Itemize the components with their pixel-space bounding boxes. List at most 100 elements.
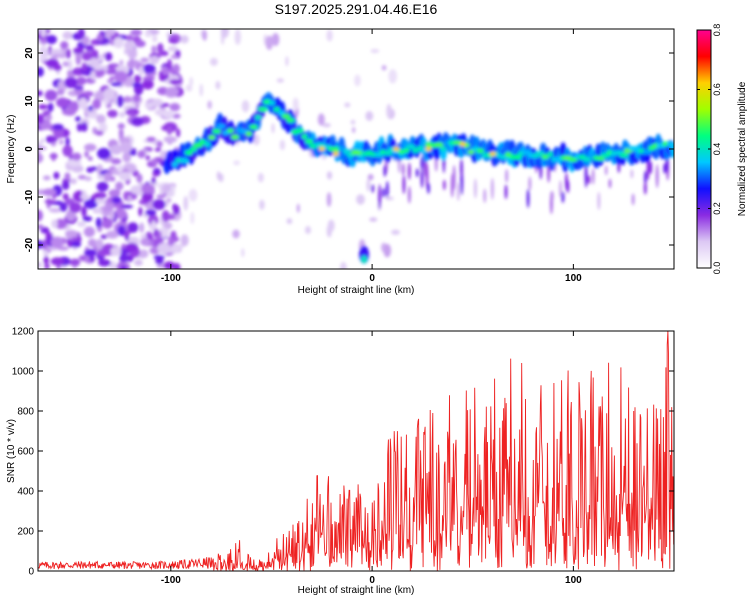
noise-blob	[169, 184, 176, 194]
snr-xtick-label: -100	[161, 575, 181, 586]
ridge-core	[642, 149, 652, 155]
noise-blob	[271, 123, 275, 134]
noise-blob	[326, 171, 333, 180]
ridge-core	[568, 157, 578, 163]
noise-blob	[97, 174, 105, 180]
noise-blob	[66, 48, 71, 59]
ridge-core	[216, 123, 226, 129]
snr-panel: -100 0 100 0 200 400 600 800 1000 1200 Height of…	[6, 327, 675, 596]
noise-blob	[129, 150, 137, 156]
ridge-hotspot	[332, 151, 339, 156]
noise-blob	[102, 216, 107, 221]
noise-blob	[145, 155, 150, 161]
striation	[473, 178, 477, 199]
noise-blob	[116, 95, 124, 108]
noise-blob	[96, 181, 109, 192]
ridge-hotspot	[459, 142, 466, 147]
colorbar-tick-label: 0.2	[712, 202, 722, 215]
noise-blob	[108, 189, 121, 198]
striation	[415, 168, 419, 178]
noise-blob	[38, 209, 44, 222]
noise-blob	[209, 57, 218, 66]
noise-blob	[77, 29, 85, 39]
striation	[460, 159, 464, 178]
noise-blob	[167, 45, 178, 52]
noise-blob	[135, 103, 140, 109]
noise-blob	[304, 226, 311, 234]
noise-blob	[136, 173, 143, 183]
noise-blob	[122, 152, 132, 163]
noise-blob	[354, 74, 361, 87]
noise-blob	[40, 39, 48, 44]
noise-blob	[120, 265, 127, 269]
noise-blob	[61, 180, 70, 191]
noise-blob	[88, 105, 93, 112]
ridge-core	[184, 150, 193, 156]
noise-blob	[75, 116, 81, 122]
noise-blob	[138, 249, 149, 259]
noise-blob	[81, 62, 87, 72]
noise-blob	[85, 44, 94, 53]
colorbar-tick-label: 0.6	[712, 83, 722, 96]
striation	[566, 180, 570, 194]
noise-blob	[215, 81, 221, 90]
noise-blob	[76, 76, 87, 86]
noise-blob	[154, 147, 162, 152]
noise-blob	[68, 59, 73, 71]
noise-blob	[220, 29, 229, 38]
snr-x-ticks: -100 0 100	[161, 331, 582, 586]
noise-blob	[76, 221, 87, 228]
ridge-core	[301, 134, 308, 140]
noise-blob	[326, 192, 332, 207]
noise-blob	[109, 76, 115, 82]
noise-blob	[109, 208, 115, 221]
noise-blob	[86, 167, 94, 173]
noise-blob	[132, 94, 141, 103]
noise-blob	[167, 58, 172, 71]
noise-blob	[105, 230, 119, 239]
colorbar-label: Normalized spectral amplitude	[737, 81, 748, 216]
noise-blob	[180, 35, 189, 44]
striation	[561, 191, 565, 204]
noise-blob	[356, 194, 365, 205]
noise-blob	[62, 108, 76, 116]
striation	[385, 181, 389, 198]
noise-blob	[75, 53, 82, 66]
ridge-core	[295, 128, 305, 134]
striation	[401, 163, 405, 176]
noise-blob	[180, 234, 189, 247]
noise-blob	[253, 134, 260, 146]
noise-blob	[113, 208, 127, 220]
noise-blob	[391, 229, 400, 235]
noise-blob	[51, 152, 56, 162]
chart-title: S197.2025.291.04.46.E16	[275, 1, 438, 17]
snr-y-ticks: 0 200 400 600 800 1000 1200	[12, 327, 674, 578]
noise-blob	[365, 110, 374, 122]
ridge-core	[513, 154, 522, 160]
noise-blob	[71, 152, 82, 161]
striation	[456, 182, 460, 202]
noise-blob	[117, 123, 125, 130]
noise-blob	[84, 176, 92, 182]
noise-blob	[62, 145, 73, 157]
striation	[559, 180, 563, 198]
noise-blob	[124, 110, 136, 116]
striation	[608, 178, 612, 189]
ridge-core	[179, 158, 189, 164]
ridge-core	[342, 148, 350, 154]
noise-blob	[370, 48, 380, 54]
noise-blob	[54, 218, 68, 229]
noise-blob	[351, 127, 356, 133]
noise-blob	[84, 249, 97, 257]
noise-blob	[87, 156, 93, 161]
noise-blob	[90, 70, 96, 81]
noise-blob	[161, 68, 170, 75]
noise-blob	[123, 191, 129, 201]
noise-blob	[157, 242, 171, 255]
ridge-core	[546, 151, 554, 157]
noise-blob	[89, 254, 95, 262]
striation	[587, 174, 591, 185]
noise-blob	[42, 175, 51, 181]
striation	[597, 191, 601, 211]
